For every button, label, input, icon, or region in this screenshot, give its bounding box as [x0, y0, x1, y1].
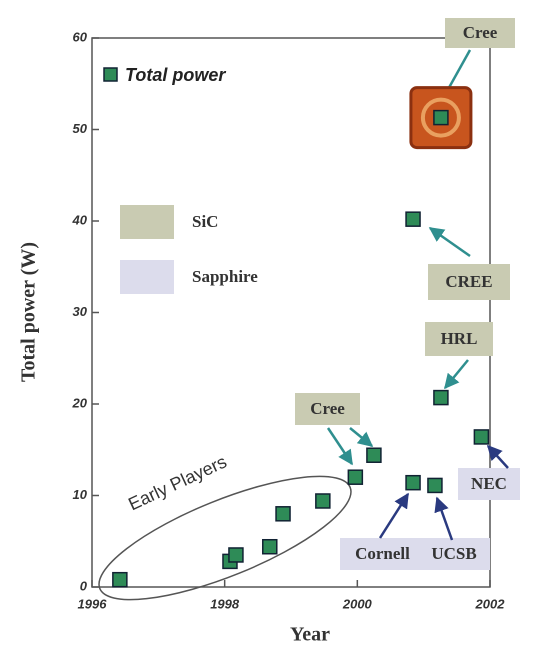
point: [406, 212, 420, 226]
point: [276, 507, 290, 521]
point: [348, 470, 362, 484]
annotation-arrow: [430, 228, 470, 256]
annotation-label: HRL: [441, 329, 478, 348]
x-axis-label: Year: [290, 624, 330, 646]
y-axis-label: Total power (W): [18, 242, 40, 382]
point: [474, 430, 488, 444]
annotation-arrow: [380, 494, 408, 538]
annotation-arrow: [328, 428, 352, 464]
x-tick-label: 1996: [78, 596, 108, 611]
point: [428, 478, 442, 492]
y-tick-label: 0: [80, 578, 88, 593]
point: [113, 573, 127, 587]
legend-swatch: [120, 205, 174, 239]
x-tick-label: 1998: [210, 596, 240, 611]
point: [434, 111, 448, 125]
group-label: Early Players: [125, 451, 230, 514]
point: [263, 540, 277, 554]
y-tick-label: 10: [73, 487, 88, 502]
annotation-arrow: [445, 360, 468, 388]
annotation-label: UCSB: [431, 544, 476, 563]
y-tick-label: 40: [72, 212, 88, 227]
y-tick-label: 20: [72, 395, 88, 410]
x-tick-label: 2002: [475, 596, 506, 611]
annotation-label: Cornell: [355, 544, 410, 563]
point: [229, 548, 243, 562]
annotation-arrow: [350, 428, 372, 446]
point: [316, 494, 330, 508]
legend-swatch: [120, 260, 174, 294]
chart: Year Total power (W) 0 10 20 30 40 50 60 1996 19…: [0, 0, 555, 658]
x-tick-label: 2000: [342, 596, 373, 611]
annotation-arrow: [488, 446, 508, 468]
point: [434, 391, 448, 405]
legend-label: Sapphire: [192, 267, 258, 286]
legend-label: SiC: [192, 212, 218, 231]
legend-marker: [104, 68, 117, 81]
point: [367, 448, 381, 462]
annotation-label: Cree: [310, 399, 345, 418]
legend-label: Total power: [125, 65, 226, 85]
annotation-arrow: [437, 498, 452, 540]
y-tick-label: 30: [73, 304, 88, 319]
point: [406, 476, 420, 490]
annotation-label: Cree: [463, 23, 498, 42]
annotation-label: CREE: [445, 272, 492, 291]
y-tick-label: 60: [73, 29, 88, 44]
annotation-label: NEC: [471, 474, 507, 493]
y-tick-label: 50: [73, 121, 88, 136]
